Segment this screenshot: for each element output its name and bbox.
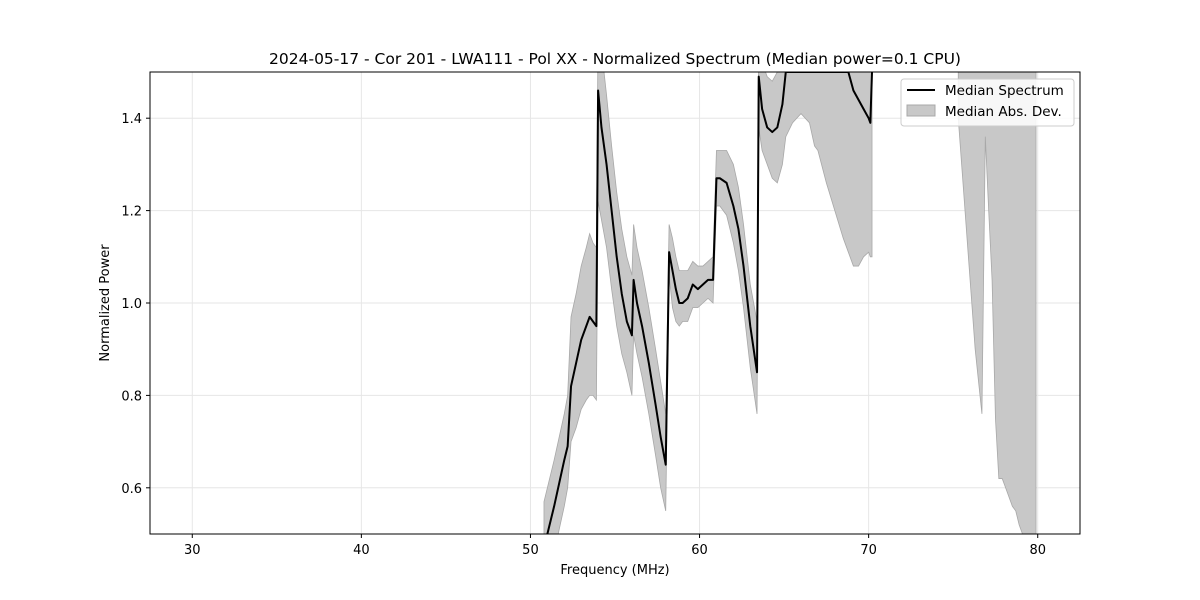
y-tick-label: 1.0 bbox=[121, 297, 142, 312]
legend-median-abs-dev: Median Abs. Dev. bbox=[945, 104, 1062, 120]
mad-band-1 bbox=[543, 72, 873, 534]
chart-title: 2024-05-17 - Cor 201 - LWA111 - Pol XX -… bbox=[269, 50, 961, 68]
axis-ticks: 30 40 50 60 70 80 0.6 0.8 1.0 1.2 1.4 bbox=[121, 112, 1046, 558]
y-tick-label: 0.8 bbox=[121, 389, 142, 404]
y-tick-label: 1.4 bbox=[121, 112, 142, 127]
legend: Median Spectrum Median Abs. Dev. bbox=[900, 78, 1075, 127]
legend-box bbox=[900, 78, 1075, 127]
y-tick-label: 0.6 bbox=[121, 482, 142, 497]
x-tick-label: 80 bbox=[1029, 543, 1046, 558]
x-tick-label: 50 bbox=[522, 543, 539, 558]
y-tick-label: 1.2 bbox=[121, 205, 142, 220]
legend-band-swatch bbox=[906, 104, 936, 117]
x-tick-label: 60 bbox=[691, 543, 708, 558]
x-axis-label: Frequency (MHz) bbox=[560, 563, 669, 578]
median-lines bbox=[546, 72, 874, 534]
x-tick-label: 70 bbox=[860, 543, 877, 558]
median-spectrum-line bbox=[546, 72, 874, 534]
y-axis-label: Normalized Power bbox=[98, 244, 113, 362]
x-tick-label: 40 bbox=[353, 543, 370, 558]
mad-bands bbox=[543, 72, 1037, 534]
legend-median-spectrum: Median Spectrum bbox=[945, 83, 1064, 99]
mad-band-2 bbox=[957, 72, 1037, 534]
x-tick-label: 30 bbox=[184, 543, 201, 558]
